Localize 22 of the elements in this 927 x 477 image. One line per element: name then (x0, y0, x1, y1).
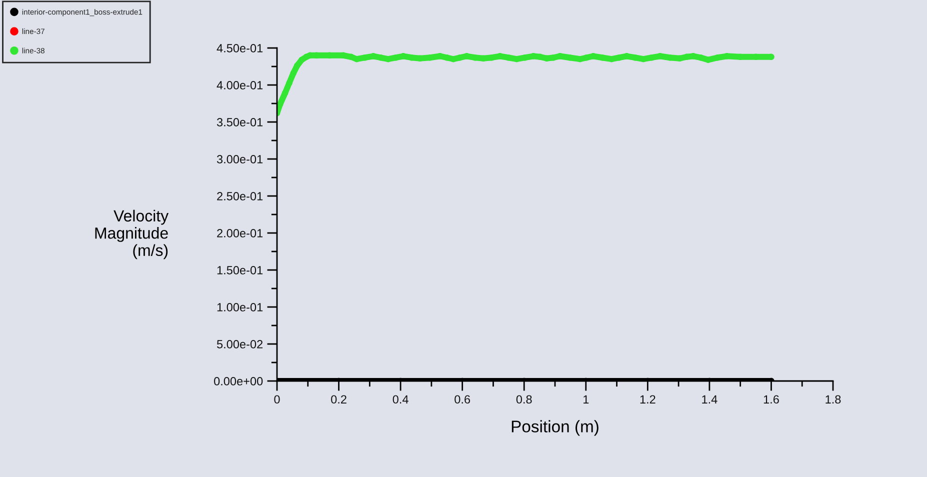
x-tick-label: 0.2 (331, 395, 346, 404)
x-tick-label: 0.6 (454, 395, 470, 404)
y-tick-label: 4.50e-01 (216, 44, 263, 52)
y-tick-label: 2.00e-01 (217, 229, 263, 238)
x-tick-label: 1.2 (640, 395, 656, 404)
x-tick-label: 0.4 (392, 395, 408, 404)
y-tick-label: 0.00e+00 (214, 377, 263, 386)
x-tick-label: 1.8 (826, 395, 841, 404)
y-tick-label: 3.00e-01 (216, 155, 263, 164)
y-tick-label: 3.50e-01 (216, 118, 263, 126)
y-tick-label: 2.50e-01 (217, 192, 263, 200)
y-tick-label: 1.50e-01 (217, 266, 263, 274)
y-tick-label: 1.00e-01 (217, 303, 263, 312)
x-axis-title: Position (m) (512, 420, 598, 436)
x-tick-label: 0.8 (516, 395, 532, 404)
y-axis-title: Velocity Magnitude (m/s) (95, 210, 169, 260)
y-tick-label: 4.00e-01 (216, 81, 263, 90)
x-tick-label: 0 (274, 395, 280, 404)
x-tick-label: 1.4 (702, 395, 718, 404)
x-tick-label: 1 (584, 395, 589, 404)
x-tick-label: 1.6 (764, 395, 779, 404)
y-tick-label: 5.00e-02 (216, 340, 263, 348)
